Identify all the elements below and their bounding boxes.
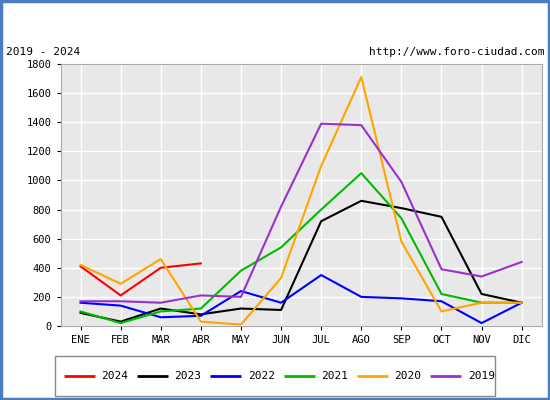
Text: 2021: 2021 (321, 371, 348, 381)
Text: Evolucion Nº Turistas Nacionales en el municipio de La Peraleja: Evolucion Nº Turistas Nacionales en el m… (26, 14, 524, 28)
Text: 2019 - 2024: 2019 - 2024 (6, 47, 80, 57)
Text: 2024: 2024 (101, 371, 128, 381)
Text: 2023: 2023 (174, 371, 201, 381)
FancyBboxPatch shape (55, 356, 495, 396)
Text: 2019: 2019 (468, 371, 495, 381)
Text: 2022: 2022 (248, 371, 275, 381)
Text: http://www.foro-ciudad.com: http://www.foro-ciudad.com (369, 47, 544, 57)
Text: 2020: 2020 (394, 371, 421, 381)
